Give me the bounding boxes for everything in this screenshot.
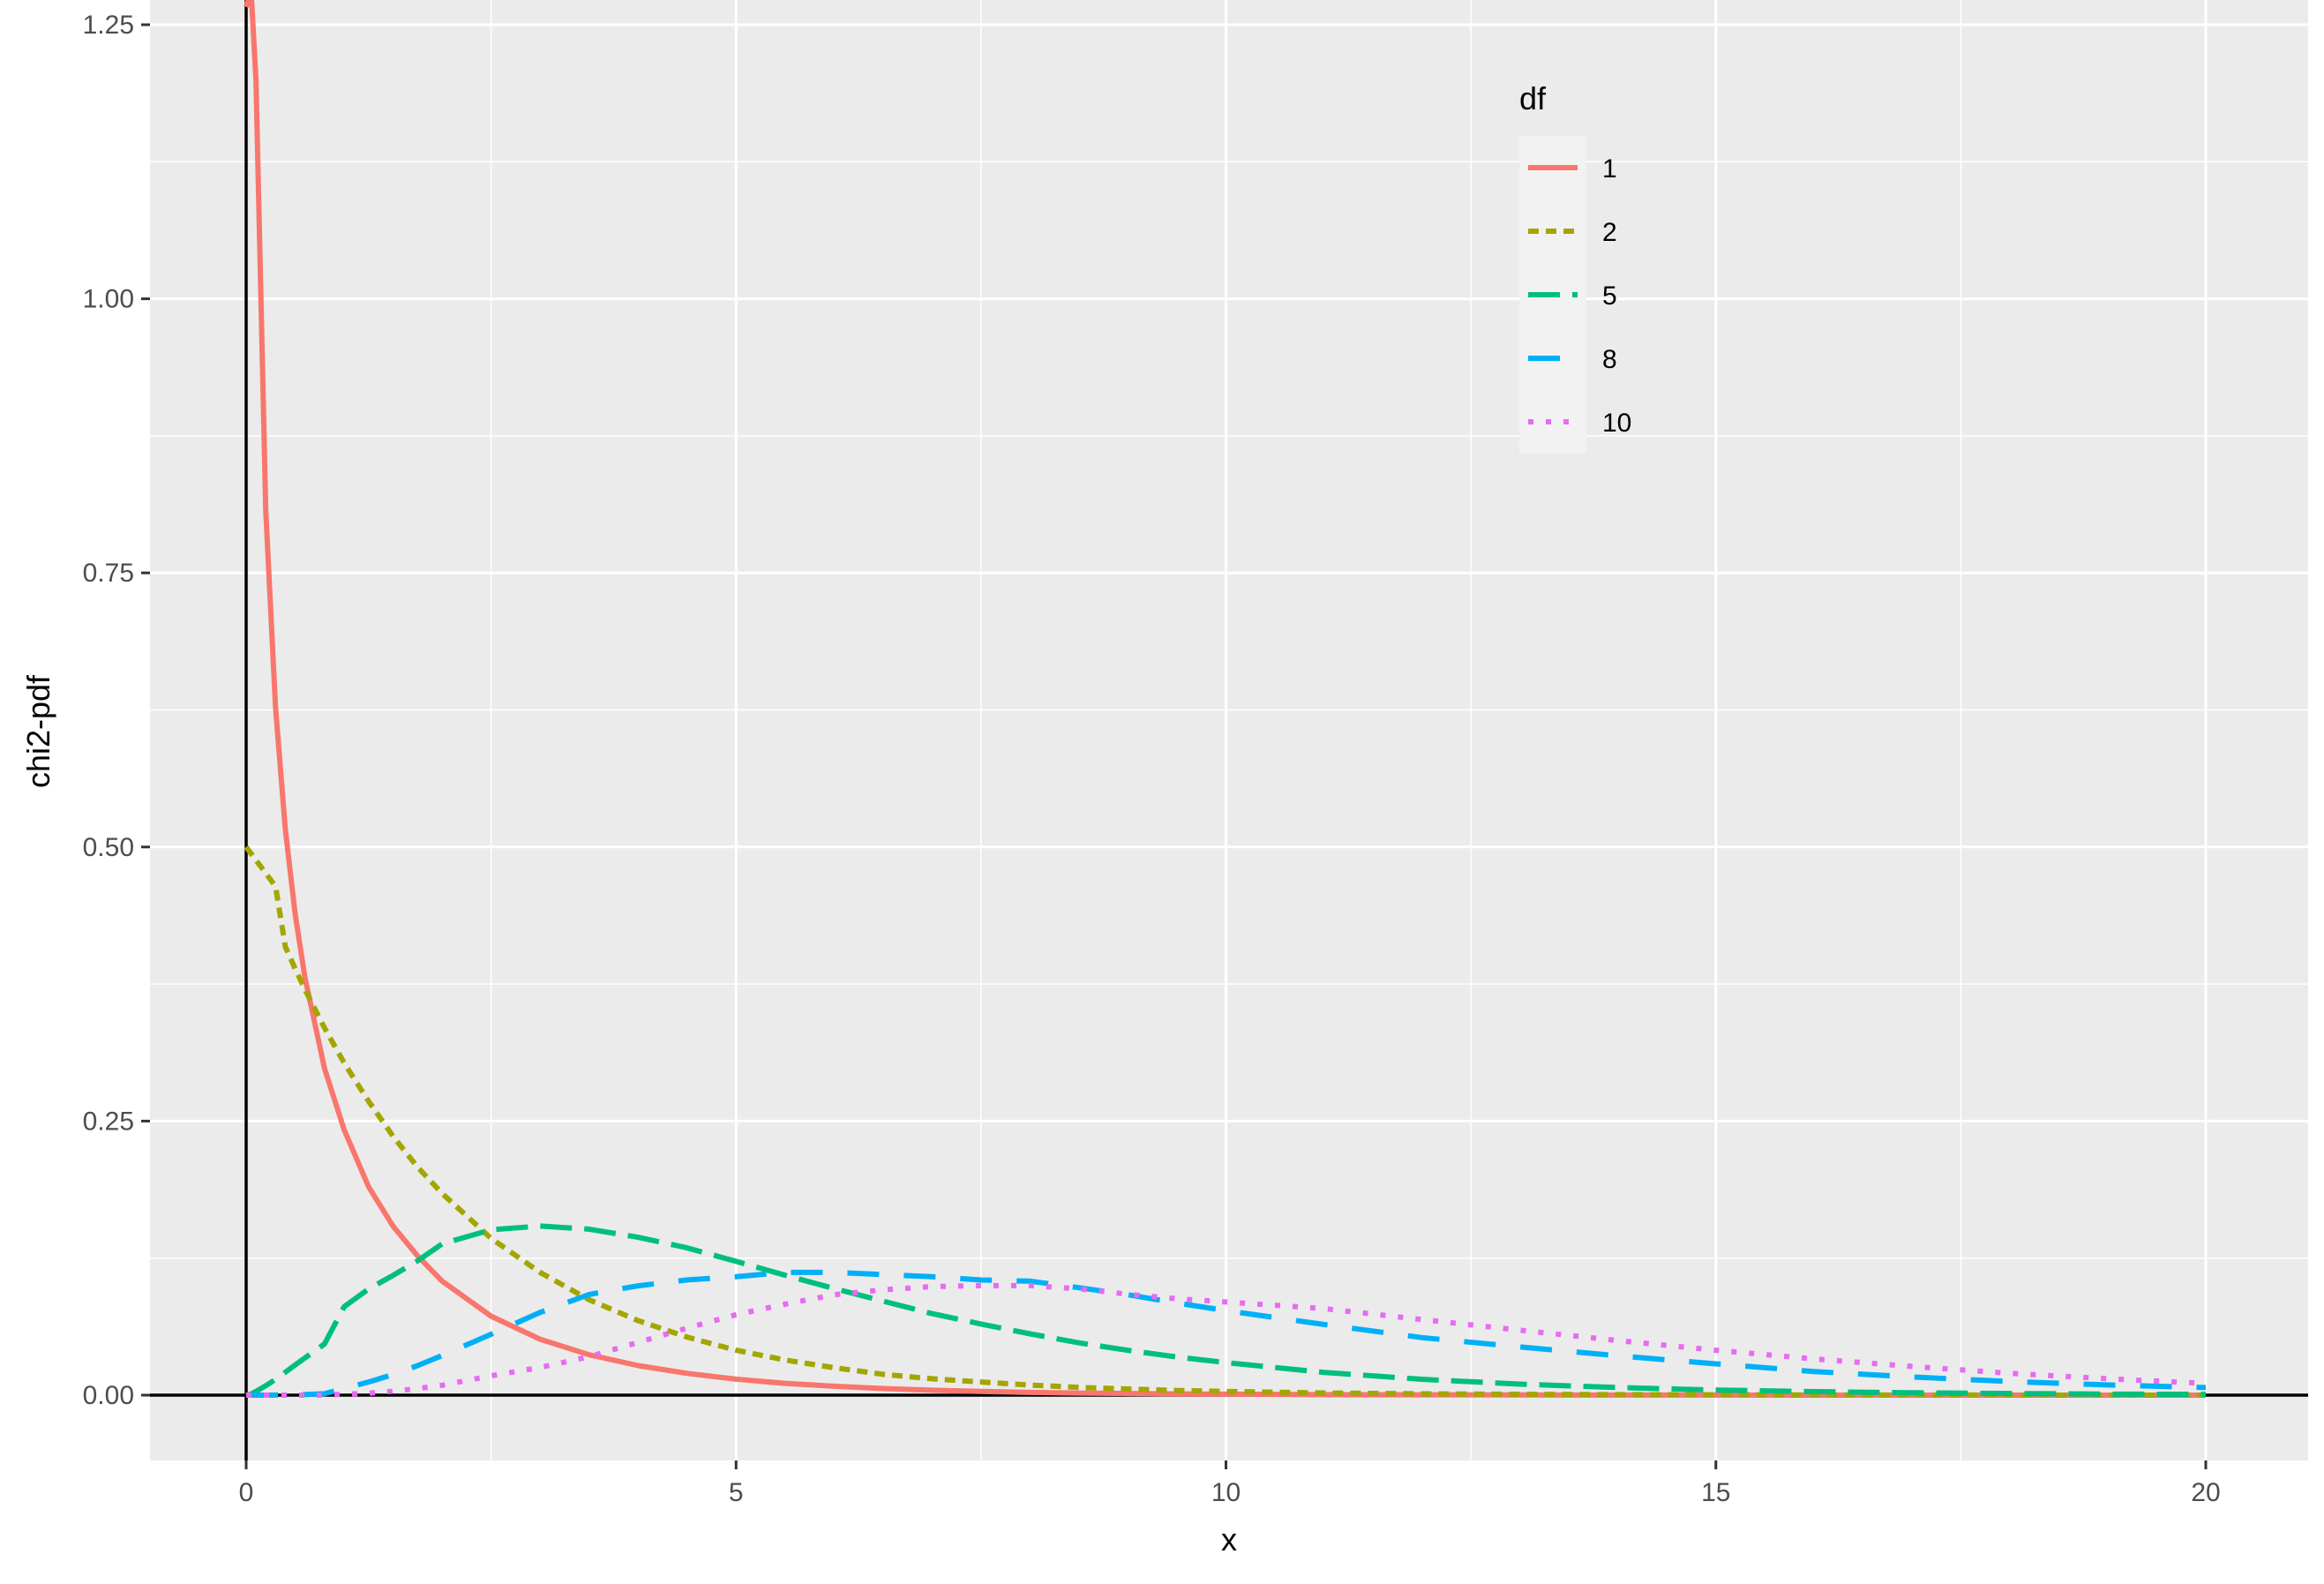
legend-item-df-8: 8 [1528,345,1617,374]
y-tick-label: 1.25 [83,11,134,40]
x-tick-label: 0 [239,1478,254,1507]
plot-panel [150,0,2308,1460]
x-axis-title: x [1221,1521,1237,1558]
legend-item-df-5: 5 [1528,282,1617,311]
legend-title: df [1519,80,1547,116]
series-line-df-5 [245,1223,2207,1398]
series-line-df-2 [244,845,2206,1398]
legend-label-df-1: 1 [1602,154,1617,184]
y-tick-label: 0.75 [83,559,134,588]
y-tick-label: 0.00 [83,1381,134,1410]
x-tick-label: 20 [2191,1478,2220,1507]
legend-label-df-8: 8 [1602,345,1617,374]
legend-label-df-10: 10 [1602,409,1631,438]
y-tick-label: 0.25 [83,1107,134,1136]
x-axis-ticks: 0 5 10 15 20 [239,1460,2221,1507]
legend-item-df-2: 2 [1528,218,1617,247]
y-tick-label: 1.00 [83,285,134,314]
legend-item-df-10: 10 [1528,409,1631,438]
legend-label-df-5: 5 [1602,282,1617,311]
y-tick-label: 0.50 [83,833,134,862]
series-line-df-10 [246,1282,2207,1398]
series-lines [244,0,2207,1398]
legend-label-df-2: 2 [1602,218,1617,247]
x-tick-label: 15 [1701,1478,1730,1507]
y-axis-ticks: 0.00 0.25 0.50 0.75 1.00 1.25 [83,11,150,1410]
legend-item-df-1: 1 [1528,154,1617,184]
y-axis-title: chi2-pdf [20,674,56,788]
x-tick-label: 5 [729,1478,744,1507]
series-line-df-8 [246,1269,2207,1398]
legend: df 1 2 5 8 10 [1519,80,1631,454]
x-tick-label: 10 [1211,1478,1241,1507]
grid-lines [150,0,2308,1460]
legend-items: 1 2 5 8 10 [1528,154,1631,438]
